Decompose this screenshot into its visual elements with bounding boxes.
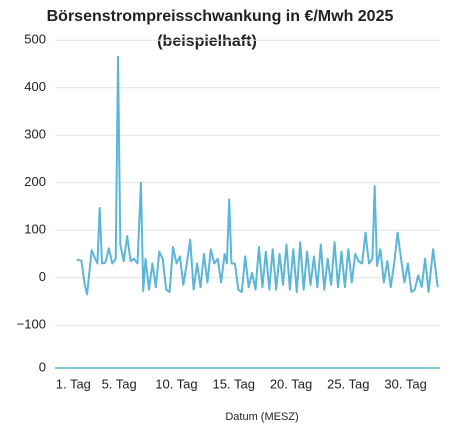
y-tick-label: 500 (24, 32, 46, 47)
y2-tick-label: 0 (39, 359, 46, 374)
line-series (76, 55, 439, 296)
x-tick-label: 20. Tag (270, 376, 312, 391)
x-tick-label: 1. Tag (56, 376, 91, 391)
y-tick-label: 100 (24, 222, 46, 237)
y-tick-label: −100 (17, 317, 46, 332)
y-tick-label: 200 (24, 174, 46, 189)
x-tick-label: 30. Tag (384, 376, 426, 391)
x-axis-label: Datum (MESZ) (225, 411, 298, 423)
y-tick-label: 400 (24, 79, 46, 94)
x-tick-label: 5. Tag (102, 376, 137, 391)
chart-subtitle: (beispielhaft) (157, 33, 257, 50)
x-tick-label: 10. Tag (155, 376, 197, 391)
x-tick-label: 15. Tag (213, 376, 255, 391)
chart-title: Börsenstrompreisschwankung in €/Mwh 2025 (47, 8, 394, 25)
y-tick-label: 0 (39, 269, 46, 284)
x-tick-label: 25. Tag (327, 376, 369, 391)
y-tick-label: 300 (24, 127, 46, 142)
